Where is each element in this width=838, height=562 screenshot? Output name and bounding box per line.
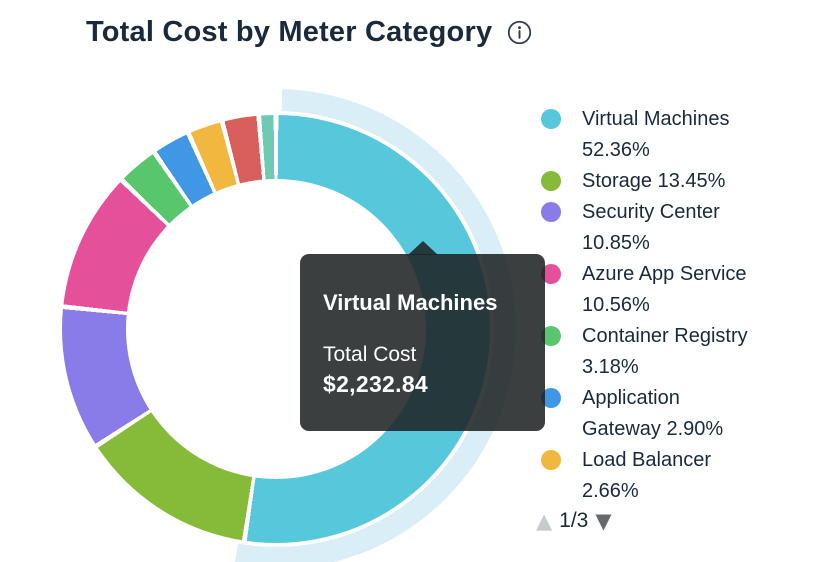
info-icon [508,20,532,45]
legend-pager: ▲ 1/3 ▼ [536,507,612,535]
legend-item-application-gateway[interactable]: Application Gateway 2.90% [541,383,783,445]
tooltip-value: $2,232.84 [323,371,429,397]
legend-dot [541,326,561,346]
legend-label: Security Center 10.85% [582,201,720,254]
page-title: Total Cost by Meter Category [86,16,493,48]
legend-dot [541,171,561,191]
legend-item-azure-app-service[interactable]: Azure App Service 10.56% [541,259,783,321]
legend-dot [541,388,561,408]
info-icon-button[interactable] [507,20,532,45]
legend-label: Storage 13.45% [582,170,726,192]
chart-tooltip: Virtual Machines Total Cost $2,232.84 [300,241,545,431]
pager-up-icon[interactable]: ▲ [536,509,553,533]
legend-item-virtual-machines[interactable]: Virtual Machines 52.36% [541,104,783,166]
legend-dot [541,450,561,470]
legend-label: Load Balancer 2.66% [582,449,711,497]
legend-dot [541,109,561,129]
legend-dot [541,202,561,222]
widget-header: Total Cost by Meter Category [86,16,532,49]
legend-dot [541,264,561,284]
legend-item-storage[interactable]: Storage 13.45% [541,166,783,197]
chart-legend: Virtual Machines 52.36% Storage 13.45% S… [541,104,783,497]
tooltip-caret-icon [408,241,438,255]
legend-label: Container Registry 3.18% [582,325,748,378]
legend-label: Virtual Machines 52.36% [582,108,730,161]
legend-label: Application Gateway 2.90% [582,387,724,440]
pager-down-icon[interactable]: ▼ [595,509,612,533]
legend-item-security-center[interactable]: Security Center 10.85% [541,197,783,259]
legend-label: Azure App Service 10.56% [582,263,747,316]
legend-item-load-balancer[interactable]: Load Balancer 2.66% [541,445,783,497]
tooltip-category: Virtual Machines [323,290,498,315]
legend-item-container-registry[interactable]: Container Registry 3.18% [541,321,783,383]
pager-page-indicator: 1/3 [559,509,589,532]
tooltip-metric-label: Total Cost [323,343,417,366]
